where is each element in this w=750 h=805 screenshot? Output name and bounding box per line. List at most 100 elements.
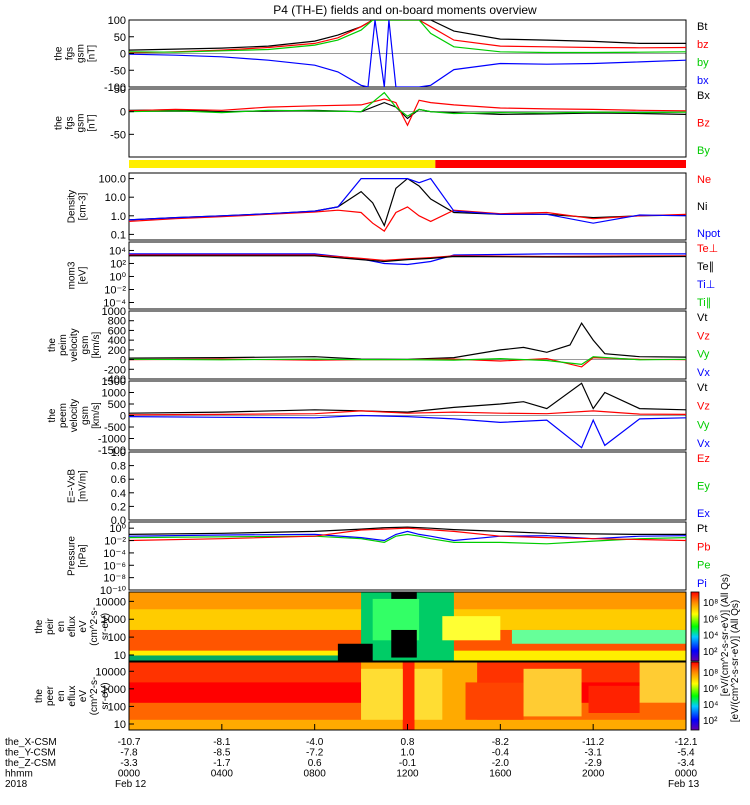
- orbit-row-value: -0.4: [492, 748, 510, 759]
- panel-frame: [128, 451, 687, 521]
- y-tick-label: 0: [120, 355, 126, 367]
- series-line-Bt: [129, 20, 686, 51]
- orbit-row-value: 0400: [211, 769, 234, 780]
- y-tick-label: 10⁻²: [104, 284, 126, 296]
- spectrogram-region: [402, 662, 415, 730]
- orbit-row-value: -11.2: [582, 737, 604, 748]
- spectrogram-region: [337, 643, 373, 661]
- series-line-Pb: [129, 527, 686, 542]
- y-tick-label: -400: [104, 374, 126, 386]
- y-tick-label: 1500: [102, 376, 126, 388]
- spectrogram-9: [129, 662, 686, 730]
- y-axis-label: velocity: [69, 328, 80, 361]
- y-tick-label: 10⁻⁶: [103, 560, 126, 572]
- orbit-row-value: -3.4: [677, 758, 695, 769]
- orbit-row-value: -2.0: [492, 758, 510, 769]
- y-tick-label: 0.0: [111, 515, 126, 527]
- y-tick-label: 800: [108, 316, 126, 328]
- series-line-Te: [129, 255, 686, 263]
- y-tick-label: -1000: [98, 434, 126, 446]
- colorbar-tick-label: 10⁶: [703, 684, 718, 695]
- legend-item: Vt: [697, 312, 707, 324]
- legend-item: Vy: [697, 349, 710, 361]
- y-axis-label: [nT]: [87, 45, 98, 62]
- y-tick-label: 1.0: [111, 447, 126, 459]
- y-axis-label: sr-eV): [100, 682, 111, 709]
- spectrogram-region: [391, 629, 417, 658]
- y-axis-label: velocity: [69, 399, 80, 432]
- y-tick-label: 1000: [102, 614, 126, 626]
- series-line-Npot: [129, 177, 686, 224]
- orbit-row-label: the_Y-CSM: [5, 748, 56, 759]
- y-tick-label: 200: [108, 345, 126, 357]
- series-line-By: [129, 91, 686, 117]
- panel-frame: [128, 88, 687, 158]
- y-axis-label: mom3: [67, 261, 78, 289]
- y-axis-label: fgs: [65, 116, 76, 129]
- orbit-row-value: 0.6: [308, 758, 322, 769]
- panel-frame: [128, 521, 687, 591]
- series-line-by: [129, 20, 686, 54]
- colorbar-label: [eV/(cm^2-s-sr-eV)] (All Qs): [730, 600, 741, 722]
- y-tick-label: 0.6: [111, 474, 126, 486]
- series-line-Vz: [129, 356, 686, 368]
- legend-item: Pb: [697, 541, 710, 553]
- orbit-row-value: -5.4: [677, 748, 695, 759]
- orbit-row-value: 0800: [304, 769, 327, 780]
- legend-item: Ey: [697, 481, 710, 493]
- legend-item: Vx: [697, 367, 710, 379]
- series-line-Vt: [129, 321, 686, 360]
- legend-item: Ne: [697, 174, 711, 186]
- legend-item: Vy: [697, 419, 710, 431]
- y-tick-label: 0.1: [111, 229, 126, 241]
- panel-frame: [128, 591, 687, 662]
- spectrogram-8: [129, 592, 686, 661]
- y-axis-label: [nPa]: [78, 544, 89, 568]
- legend-item: bz: [697, 39, 709, 51]
- y-axis-label: [cm-3]: [78, 192, 89, 220]
- orbit-row-label: the_X-CSM: [5, 737, 57, 748]
- legend-item: Ex: [697, 508, 710, 520]
- y-tick-label: 1000: [102, 388, 126, 400]
- spectrogram-region: [465, 682, 524, 720]
- y-axis-label: (cm^2-s-: [89, 607, 100, 646]
- spectrogram-region: [361, 668, 443, 720]
- y-axis-label: [nT]: [87, 114, 98, 131]
- legend-item: Ti⊥: [697, 279, 715, 291]
- legend-item: Pt: [697, 523, 707, 535]
- y-tick-label: -100: [104, 82, 126, 94]
- legend-item: Bx: [697, 90, 710, 102]
- series-line-Vy: [129, 356, 686, 366]
- y-tick-label: 10⁰: [109, 271, 126, 283]
- y-tick-label: 10⁻⁸: [103, 573, 126, 585]
- y-tick-label: 10²: [110, 258, 126, 270]
- legend-item: bx: [697, 75, 709, 87]
- colorbar-tick-label: 10⁴: [703, 631, 718, 642]
- y-tick-label: 10⁻¹⁰: [100, 585, 127, 597]
- orbit-row-value: -8.5: [213, 748, 231, 759]
- y-axis-label: the: [47, 408, 58, 422]
- y-axis-label: Density: [67, 190, 78, 223]
- series-line-Bz: [129, 98, 686, 127]
- y-tick-label: 10⁻⁴: [103, 548, 126, 560]
- orbit-row-value: -7.2: [306, 748, 324, 759]
- y-tick-label: 100: [108, 701, 126, 713]
- colorbar: [690, 591, 700, 662]
- spectrogram-region: [511, 629, 686, 644]
- legend-item: Ti∥: [697, 297, 711, 309]
- legend-item: Te∥: [697, 261, 714, 273]
- y-tick-label: 0: [120, 411, 126, 423]
- series-line-Ti: [129, 253, 686, 266]
- y-axis-label: [eV]: [78, 266, 89, 284]
- spectrogram-region: [391, 592, 417, 599]
- date-label-end: Feb 13: [668, 779, 700, 790]
- y-axis-label: peim: [58, 334, 69, 356]
- y-tick-label: 400: [108, 335, 126, 347]
- y-axis-label: gsm: [80, 406, 91, 425]
- y-axis-label: gsm: [76, 44, 87, 63]
- series-line-Vx: [129, 414, 686, 449]
- y-tick-label: 10.0: [105, 192, 126, 204]
- orbit-row-value: -3.3: [120, 758, 138, 769]
- panel-frame: [128, 241, 687, 310]
